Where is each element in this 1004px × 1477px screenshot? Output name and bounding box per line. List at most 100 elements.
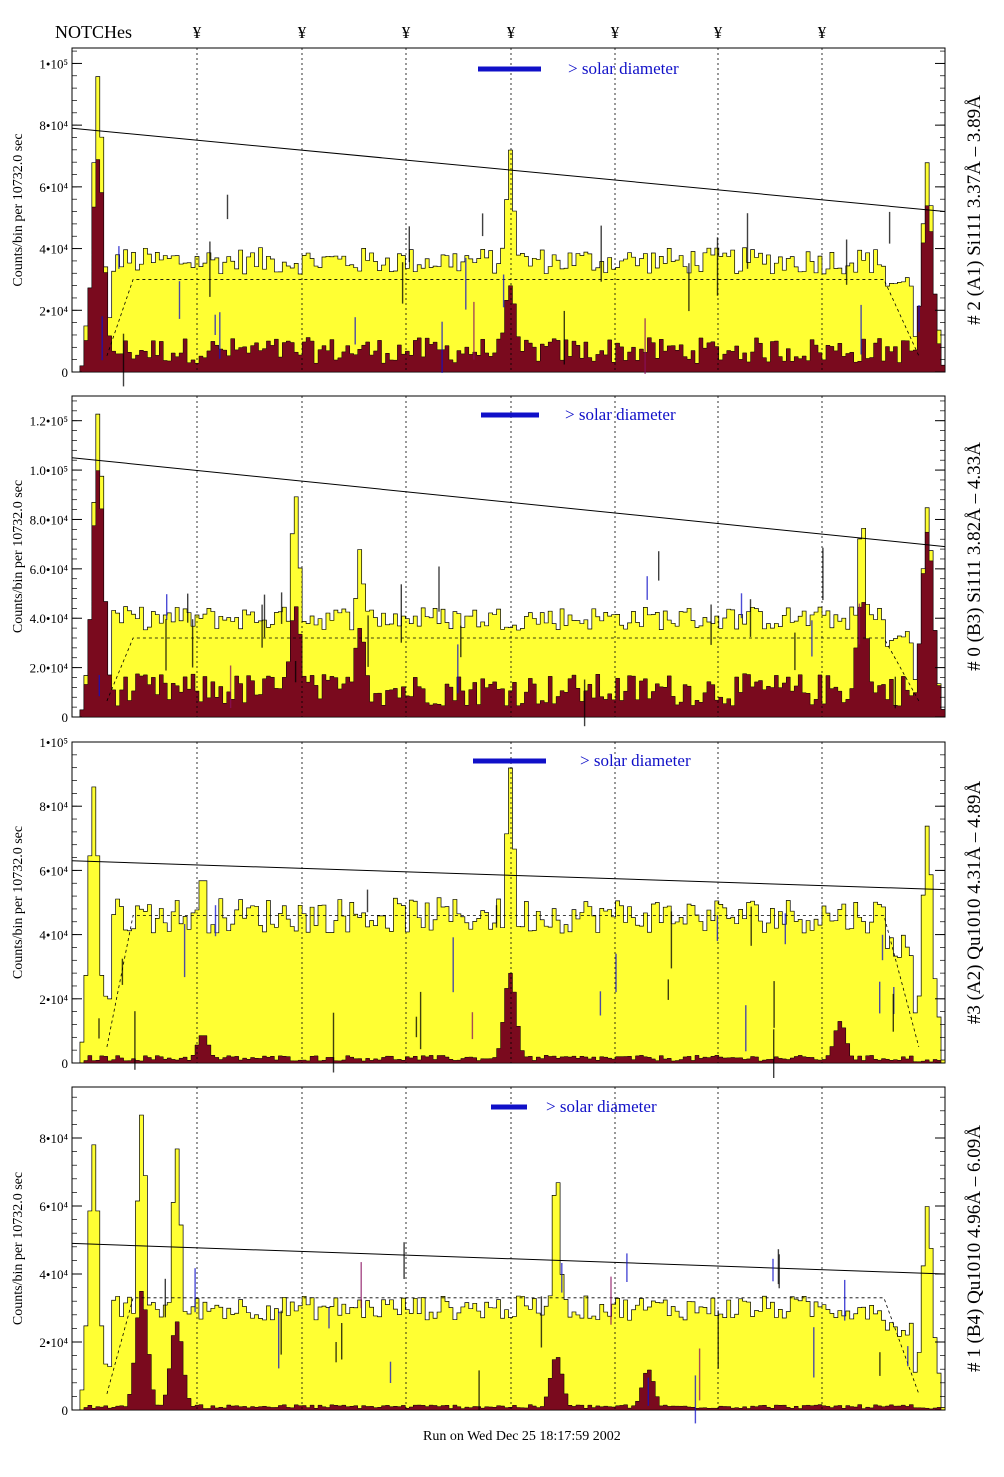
histogram-secondary [72, 470, 946, 718]
notches-title: NOTCHes [55, 22, 132, 42]
line-id-annotation [460, 625, 462, 658]
line-id-annotation [438, 566, 440, 612]
line-id-annotation [822, 547, 824, 601]
line-id-annotation [879, 1352, 881, 1376]
y-tick-label: 8.0•10⁴ [30, 512, 69, 527]
y-tick-label: 6•10⁴ [39, 1199, 68, 1214]
line-id-annotation [749, 599, 752, 637]
baseline-curve [106, 637, 920, 702]
line-id-annotation [178, 281, 181, 319]
y-tick-label: 2•10⁴ [39, 303, 68, 318]
line-id-annotation [478, 1370, 480, 1411]
line-id-annotation [858, 603, 861, 645]
line-id-annotation [121, 958, 124, 985]
line-id-annotation [600, 225, 602, 282]
line-id-annotation [610, 1276, 612, 1325]
line-id-annotation [280, 592, 283, 624]
line-id-annotation [263, 594, 266, 638]
line-id-annotation [471, 1012, 474, 1040]
line-id-annotation [332, 1012, 335, 1073]
trend-line [71, 860, 946, 891]
line-id-annotation [710, 604, 712, 645]
y-tick-label: 4•10⁴ [39, 928, 68, 943]
y-tick-label: 8•10⁴ [39, 799, 68, 814]
line-id-annotation [401, 262, 404, 304]
line-id-annotation [698, 1348, 701, 1401]
y-tick-label: 1•10⁵ [39, 735, 68, 750]
solar-diameter-label: > solar diameter [568, 59, 679, 78]
line-id-annotation [563, 310, 565, 365]
line-id-annotation [845, 239, 848, 285]
panels: 0 2•10⁴ 4•10⁴ 6•10⁴ 8•10⁴ 1•10⁵ Counts/bin per… [11, 47, 985, 1424]
line-id-annotation [226, 194, 229, 220]
y-tick-label: 6•10⁴ [39, 180, 68, 195]
line-id-annotation [844, 1279, 846, 1321]
y-tick-label: 0 [62, 1403, 69, 1418]
line-id-annotation [187, 593, 189, 623]
line-id-annotation [777, 1249, 780, 1285]
line-id-annotation [209, 241, 211, 297]
line-id-annotation [626, 1253, 628, 1282]
panel-3: 0 2•10⁴ 4•10⁴ 6•10⁴ 8•10⁴ 1•10⁵ Counts/bin per… [11, 735, 985, 1078]
line-id-annotation [214, 314, 216, 335]
notch-marker: ¥ [193, 23, 202, 42]
line-id-annotation [495, 905, 498, 928]
line-id-annotation [165, 619, 167, 671]
line-id-annotation [389, 1361, 392, 1383]
line-id-annotation [335, 1342, 337, 1363]
notch-marker: ¥ [611, 23, 620, 42]
y-tick-label: 4•10⁴ [39, 242, 68, 257]
line-id-annotation [229, 665, 232, 708]
run-date-footer: Run on Wed Dec 25 18:17:59 2002 [423, 1429, 621, 1444]
trend-line [71, 127, 946, 213]
y-tick-label: 2.0•10⁴ [30, 661, 69, 676]
notch-marker: ¥ [818, 23, 827, 42]
notch-markers: ¥ ¥ ¥ ¥ ¥ ¥ ¥ [193, 23, 827, 42]
panel-1: 0 2•10⁴ 4•10⁴ 6•10⁴ 8•10⁴ 1•10⁵ Counts/bin per… [11, 47, 985, 387]
line-id-annotation [403, 1242, 405, 1279]
trend-line [71, 1242, 946, 1275]
line-id-annotation [166, 594, 168, 620]
line-id-annotation [918, 305, 920, 332]
line-id-annotation [540, 1296, 543, 1348]
line-id-annotation [894, 676, 896, 709]
histogram-main [72, 76, 946, 373]
y-tick-label: 1.2•10⁵ [30, 414, 68, 429]
line-id-annotation [561, 1263, 563, 1293]
line-id-annotation [740, 593, 743, 619]
line-id-annotation [452, 937, 454, 993]
solar-diameter-label: > solar diameter [580, 751, 691, 770]
line-id-annotation [773, 981, 775, 1028]
line-id-annotation [881, 934, 884, 961]
line-id-annotation [716, 237, 719, 296]
baseline-curve [106, 1297, 920, 1394]
line-id-annotation [328, 1307, 330, 1329]
line-id-annotation [415, 1016, 418, 1038]
line-id-annotation [183, 924, 186, 978]
histogram-main [72, 767, 946, 1064]
y-tick-label: 2•10⁴ [39, 992, 68, 1007]
line-id-annotation [261, 604, 263, 648]
line-id-annotation [278, 1311, 280, 1369]
y-tick-label: 6•10⁴ [39, 863, 68, 878]
line-id-annotation [122, 333, 125, 387]
y-tick-label: 2•10⁴ [39, 1335, 68, 1350]
line-id-annotation [892, 993, 894, 1032]
line-id-annotation [465, 257, 467, 310]
line-id-annotation [615, 953, 617, 993]
y-tick-label: 8•10⁴ [39, 1131, 68, 1146]
y-tick-label: 4.0•10⁴ [30, 611, 69, 626]
y-tick-label: 1.0•10⁵ [30, 463, 68, 478]
line-id-annotation [294, 661, 297, 683]
line-id-annotation [367, 615, 369, 667]
y-tick-label: 1•10⁵ [39, 56, 68, 71]
line-id-annotation [694, 1375, 697, 1424]
line-id-annotation [457, 644, 459, 694]
line-id-annotation [778, 1254, 780, 1289]
line-id-annotation [400, 584, 402, 643]
line-id-annotation [360, 1262, 362, 1309]
line-id-annotation [647, 1377, 649, 1406]
line-id-annotation [888, 211, 891, 244]
line-id-annotation [646, 576, 648, 600]
line-id-annotation [118, 246, 120, 269]
